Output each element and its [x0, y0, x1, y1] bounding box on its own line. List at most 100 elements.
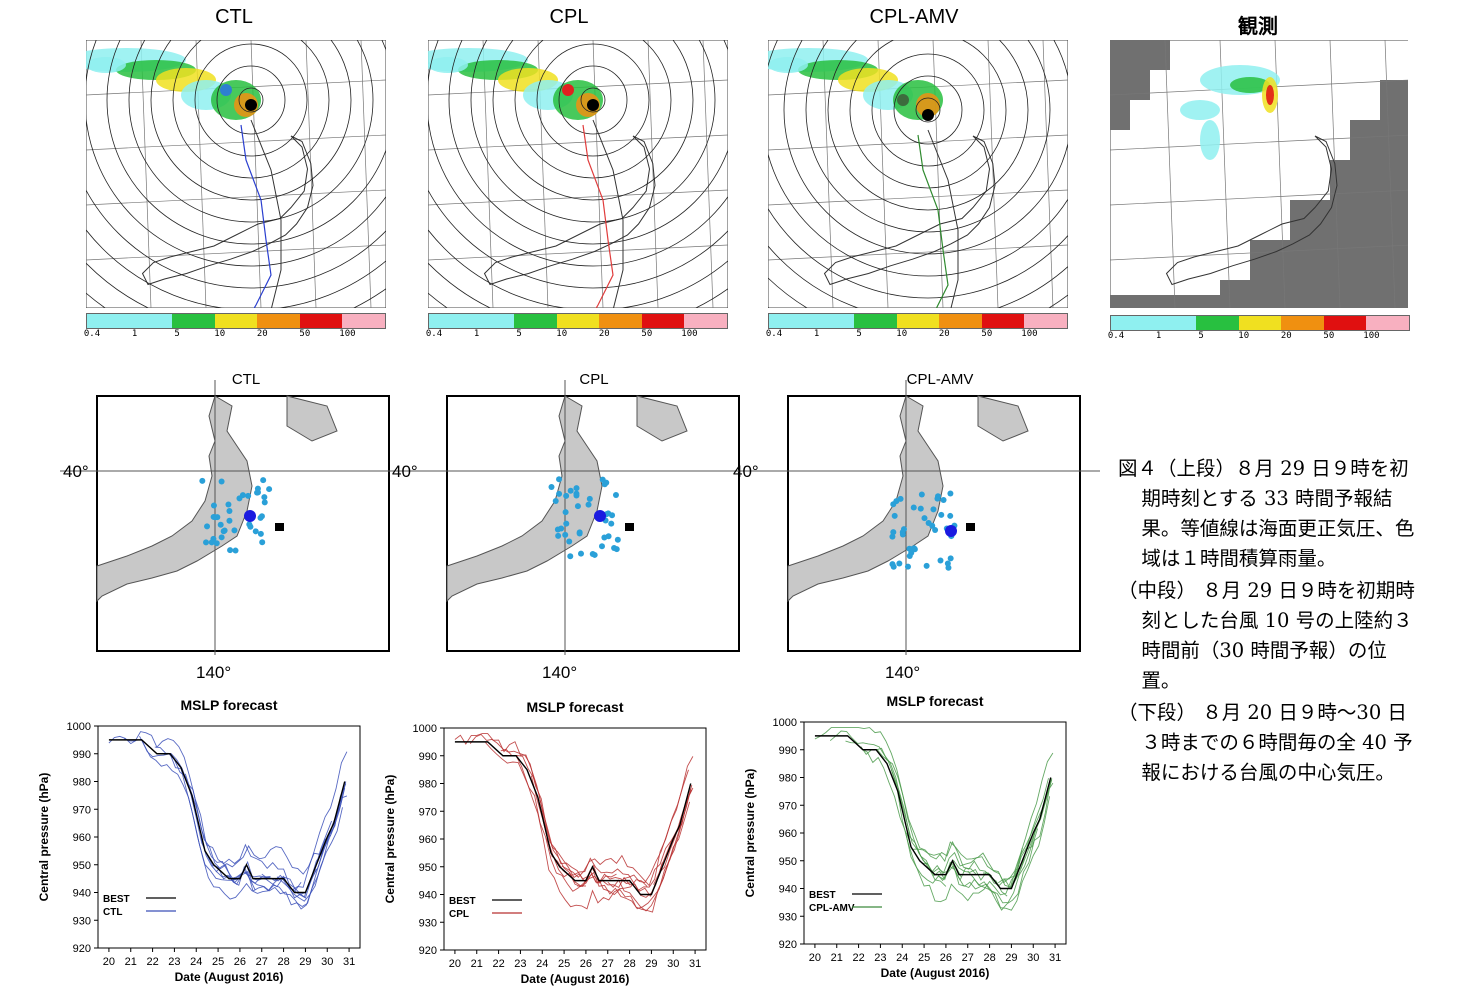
forecast-position-dot [918, 491, 925, 498]
forecast-position-dot [567, 487, 574, 494]
ensemble-forecast-line [1013, 779, 1053, 884]
top-title-cpl: CPL [549, 6, 589, 28]
chart-title: MSLP forecast [527, 699, 624, 715]
forecast-position-dot [573, 492, 580, 499]
top-map-ctl: MB [86, 40, 386, 308]
colorbar-segment [429, 314, 472, 328]
colorbar-segment [896, 314, 940, 328]
y-tick-label: 960 [419, 834, 437, 846]
ensemble-forecast-line [215, 795, 348, 875]
forecast-position-dot [261, 499, 268, 506]
latitude-line [428, 189, 728, 206]
best-track [927, 129, 959, 308]
isobar [536, 43, 650, 157]
x-tick-label: 22 [492, 958, 504, 970]
forecast-position-dot [934, 495, 941, 502]
colorbar-label: 1 [813, 329, 820, 339]
forecast-position-dot [944, 560, 951, 567]
ensemble-forecast-line [485, 742, 617, 892]
ensemble-forecast-line [592, 788, 692, 913]
colorbar-segment [811, 314, 855, 328]
latitude-line [86, 134, 386, 151]
colorbar-segment [87, 314, 130, 328]
forecast-position-dot [910, 504, 917, 511]
forecast-position-dot [260, 477, 267, 484]
forecast-position-dot [947, 555, 954, 562]
x-tick-label: 30 [321, 956, 333, 968]
isobar [514, 40, 672, 179]
isobar [172, 40, 330, 179]
colorbar-segment [556, 314, 600, 328]
missing-data-area [1110, 80, 1408, 308]
legend-label: CPL [449, 909, 469, 920]
forecast-position-dot [899, 531, 906, 538]
rain-area [1180, 100, 1220, 120]
forecast-position-dot [566, 538, 573, 545]
land-outline [141, 135, 314, 286]
ensemble-forecast-line [454, 733, 586, 887]
y-tick-label: 920 [419, 945, 437, 957]
colorbar-segment [471, 314, 515, 328]
y-tick-label: 1000 [67, 721, 91, 733]
isobar [86, 189, 386, 289]
colorbar-segment [939, 314, 982, 328]
colorbar-segment [342, 314, 386, 328]
latitude-line [768, 244, 1068, 261]
middle-position-maps [60, 380, 1100, 655]
forecast-position-dot [585, 501, 592, 508]
colorbar-label: 100 [1363, 331, 1380, 341]
plot-frame [443, 727, 707, 951]
longitude-line [1329, 40, 1341, 308]
forecast-position-dot [911, 545, 918, 552]
y-axis-label: Central pressure (hPa) [743, 769, 757, 898]
y-tick-label: 970 [779, 800, 797, 812]
forecast-position-dot [611, 544, 618, 551]
y-tick-label: 930 [779, 911, 797, 923]
colorbar-label: 1 [131, 329, 138, 339]
latitude-line [1110, 134, 1408, 151]
x-tick-label: 24 [190, 956, 202, 968]
x-axis-label: Date (August 2016) [881, 966, 990, 980]
isobar [783, 40, 1068, 255]
x-tick-label: 28 [623, 958, 635, 970]
forecast-position-dot [930, 506, 937, 513]
longitude-line [702, 40, 714, 308]
isobar [492, 40, 694, 201]
x-axis-label: Date (August 2016) [175, 970, 284, 984]
y-tick-label: 930 [73, 915, 91, 927]
isobar [805, 40, 1051, 233]
figure-caption: 図４（上段）８月 29 日９時を初期時刻とする 33 時間予報結果。等値線は海面… [1118, 454, 1418, 790]
ensemble-forecast-line [875, 747, 1008, 897]
forecast-position-dot [231, 527, 238, 534]
isobar [428, 189, 728, 289]
forecast-position-dot [208, 539, 215, 546]
forecast-center-marker [220, 84, 232, 96]
forecast-position-dot [218, 478, 225, 485]
x-axis-label: Date (August 2016) [521, 972, 630, 986]
forecast-position-dot [601, 534, 608, 541]
x-tick-label: 26 [234, 956, 246, 968]
best-track-line [454, 741, 692, 896]
y-tick-label: 980 [419, 779, 437, 791]
lat-label-cpl: 40° [392, 462, 418, 481]
land-outline [823, 135, 996, 286]
y-tick-label: 980 [73, 777, 91, 789]
x-tick-label: 29 [645, 958, 657, 970]
forecast-position-dot [555, 532, 562, 539]
plot-frame [803, 721, 1067, 945]
mid-title-ctl: CTL [231, 371, 261, 388]
ensemble-forecast-line [998, 752, 1054, 884]
forecast-position-dot [923, 562, 930, 569]
colorbar-segment [1024, 314, 1068, 328]
forecast-position-dot [227, 547, 234, 554]
forecast-track [917, 134, 949, 308]
longitude-line [932, 40, 944, 308]
isobar [558, 65, 628, 135]
colorbar-label: 20 [938, 329, 950, 339]
caption-middle: （中段） ８月 29 日９時を初期時刻とした台風 10 号の上陸約３時間前（30… [1118, 579, 1415, 692]
colorbar-label: 100 [339, 329, 356, 339]
x-tick-label: 22 [852, 952, 864, 964]
land-outline [483, 135, 656, 286]
best-track-position-marker [625, 523, 634, 531]
colorbar-label: 0.4 [83, 329, 101, 339]
